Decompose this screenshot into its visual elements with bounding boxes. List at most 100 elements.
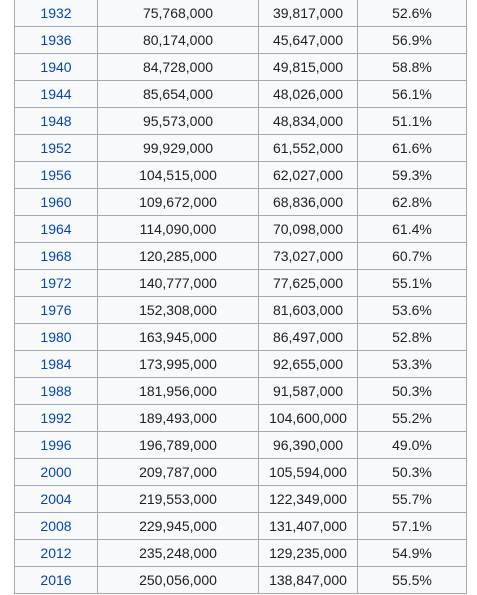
votes-cast-cell: 104,600,000 [258,404,358,432]
eligible-population-cell: 84,728,000 [97,53,259,81]
votes-cast-cell: 96,390,000 [258,431,358,459]
table-row: 1948 95,573,000 48,834,000 51.1% [14,107,467,135]
eligible-population-cell: 163,945,000 [97,323,259,351]
table-row: 1932 75,768,000 39,817,000 52.6% [14,0,467,27]
votes-cast-cell: 122,349,000 [258,485,358,513]
election-year-link[interactable]: 1968 [40,248,72,264]
year-cell: 1932 [14,0,98,27]
election-year-link[interactable]: 1964 [40,221,72,237]
table-row: 1984 173,995,000 92,655,000 53.3% [14,350,467,378]
table-row: 1968 120,285,000 73,027,000 60.7% [14,242,467,270]
table-row: 1976 152,308,000 81,603,000 53.6% [14,296,467,324]
election-year-link[interactable]: 1972 [40,275,72,291]
election-year-link[interactable]: 1952 [40,140,72,156]
turnout-percent-cell: 53.6% [357,296,467,324]
votes-cast-cell: 92,655,000 [258,350,358,378]
year-cell: 1976 [14,296,98,324]
year-cell: 1992 [14,404,98,432]
turnout-percent-cell: 51.1% [357,107,467,135]
votes-cast-cell: 105,594,000 [258,458,358,486]
eligible-population-cell: 209,787,000 [97,458,259,486]
table-row: 1996 196,789,000 96,390,000 49.0% [14,431,467,459]
turnout-percent-cell: 61.6% [357,134,467,162]
election-year-link[interactable]: 1948 [40,113,72,129]
eligible-population-cell: 95,573,000 [97,107,259,135]
election-year-link[interactable]: 1940 [40,59,72,75]
eligible-population-cell: 250,056,000 [97,566,259,594]
eligible-population-cell: 85,654,000 [97,80,259,108]
turnout-percent-cell: 52.6% [357,0,467,27]
turnout-percent-cell: 61.4% [357,215,467,243]
year-cell: 1984 [14,350,98,378]
table-row: 2008 229,945,000 131,407,000 57.1% [14,512,467,540]
election-year-link[interactable]: 2008 [40,518,72,534]
election-year-link[interactable]: 1988 [40,383,72,399]
year-cell: 2016 [14,566,98,594]
votes-cast-cell: 86,497,000 [258,323,358,351]
year-cell: 1980 [14,323,98,351]
votes-cast-cell: 61,552,000 [258,134,358,162]
eligible-population-cell: 229,945,000 [97,512,259,540]
voter-turnout-table: 1932 75,768,000 39,817,000 52.6% 1936 80,174,… [14,0,467,594]
turnout-percent-cell: 55.2% [357,404,467,432]
turnout-percent-cell: 62.8% [357,188,467,216]
turnout-percent-cell: 56.1% [357,80,467,108]
turnout-percent-cell: 58.8% [357,53,467,81]
turnout-percent-cell: 52.8% [357,323,467,351]
election-year-link[interactable]: 1976 [40,302,72,318]
eligible-population-cell: 104,515,000 [97,161,259,189]
election-year-link[interactable]: 2016 [40,572,72,588]
eligible-population-cell: 219,553,000 [97,485,259,513]
election-year-link[interactable]: 1996 [40,437,72,453]
election-year-link[interactable]: 2000 [40,464,72,480]
table-row: 1952 99,929,000 61,552,000 61.6% [14,134,467,162]
votes-cast-cell: 62,027,000 [258,161,358,189]
year-cell: 2012 [14,539,98,567]
votes-cast-cell: 91,587,000 [258,377,358,405]
table-row: 1960 109,672,000 68,836,000 62.8% [14,188,467,216]
votes-cast-cell: 45,647,000 [258,26,358,54]
table-row: 2004 219,553,000 122,349,000 55.7% [14,485,467,513]
election-year-link[interactable]: 1944 [40,86,72,102]
turnout-percent-cell: 56.9% [357,26,467,54]
turnout-percent-cell: 53.3% [357,350,467,378]
table-body: 1932 75,768,000 39,817,000 52.6% 1936 80,174,… [14,0,467,594]
votes-cast-cell: 70,098,000 [258,215,358,243]
year-cell: 1952 [14,134,98,162]
election-year-link[interactable]: 1984 [40,356,72,372]
election-year-link[interactable]: 2004 [40,491,72,507]
turnout-percent-cell: 55.7% [357,485,467,513]
year-cell: 1968 [14,242,98,270]
election-year-link[interactable]: 1956 [40,167,72,183]
eligible-population-cell: 173,995,000 [97,350,259,378]
year-cell: 1948 [14,107,98,135]
votes-cast-cell: 81,603,000 [258,296,358,324]
table-row: 1992 189,493,000 104,600,000 55.2% [14,404,467,432]
election-year-link[interactable]: 1980 [40,329,72,345]
election-year-link[interactable]: 1932 [40,5,72,21]
votes-cast-cell: 48,026,000 [258,80,358,108]
election-year-link[interactable]: 1936 [40,32,72,48]
votes-cast-cell: 138,847,000 [258,566,358,594]
election-year-link[interactable]: 1960 [40,194,72,210]
year-cell: 1964 [14,215,98,243]
table-row: 1936 80,174,000 45,647,000 56.9% [14,26,467,54]
year-cell: 1940 [14,53,98,81]
eligible-population-cell: 75,768,000 [97,0,259,27]
election-year-link[interactable]: 2012 [40,545,72,561]
eligible-population-cell: 80,174,000 [97,26,259,54]
turnout-percent-cell: 55.1% [357,269,467,297]
votes-cast-cell: 77,625,000 [258,269,358,297]
votes-cast-cell: 48,834,000 [258,107,358,135]
turnout-percent-cell: 55.5% [357,566,467,594]
turnout-percent-cell: 57.1% [357,512,467,540]
table-row: 1944 85,654,000 48,026,000 56.1% [14,80,467,108]
election-year-link[interactable]: 1992 [40,410,72,426]
turnout-percent-cell: 54.9% [357,539,467,567]
eligible-population-cell: 99,929,000 [97,134,259,162]
table-row: 1980 163,945,000 86,497,000 52.8% [14,323,467,351]
year-cell: 2008 [14,512,98,540]
turnout-percent-cell: 59.3% [357,161,467,189]
eligible-population-cell: 120,285,000 [97,242,259,270]
year-cell: 1956 [14,161,98,189]
